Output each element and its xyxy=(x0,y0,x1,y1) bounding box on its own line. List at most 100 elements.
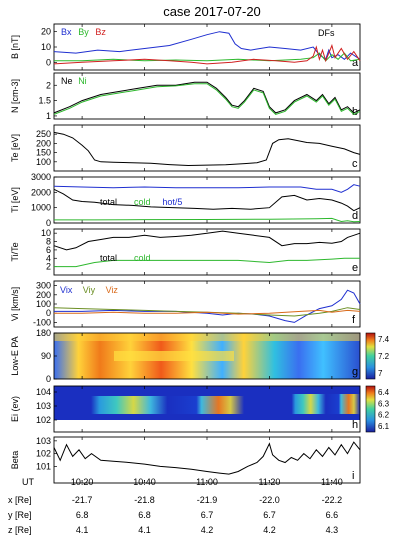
panel-b: 11.52N [cm-3] bNe Ni xyxy=(10,72,361,121)
legend-Viy: Viy xyxy=(83,285,96,295)
legend-Bx: Bx xyxy=(61,27,72,37)
panel-g: 7.4 7.2 7 0 90 180 Low-E PA g xyxy=(10,328,390,384)
x-tick-label: 10:20 xyxy=(71,477,94,487)
panel-a: 0 10 20 B [nT] a Bx By Bz DFs xyxy=(10,23,361,71)
colorbar-tick-label: 7.4 xyxy=(378,335,390,344)
annotation-dfs: DFs xyxy=(318,28,335,38)
series-a-Bz xyxy=(53,43,361,65)
y-tick-label: 100 xyxy=(36,299,51,309)
spectrogram-band-h2 xyxy=(284,394,360,414)
legend-cold: cold xyxy=(134,253,151,263)
y-tick-label: 10 xyxy=(41,228,51,238)
y-tick-label: 2 xyxy=(46,262,51,272)
panel-frame-f xyxy=(53,280,361,328)
y-tick-label: 1000 xyxy=(31,203,51,213)
ephemeris-label: z [Re] xyxy=(8,525,32,535)
colorbar-tick-label: 7 xyxy=(378,369,383,378)
y-tick-label: 8 xyxy=(46,237,51,247)
panel-d: 0 1000 2000 3000 Ti [eV] d total cold hot/5 xyxy=(10,172,361,228)
legend-hot-5: hot/5 xyxy=(162,197,182,207)
y-tick-label: 200 xyxy=(36,290,51,300)
series-a-Bx xyxy=(53,31,361,61)
y-tick-label: -100 xyxy=(33,317,51,327)
y-axis-label: Beta xyxy=(10,451,20,470)
ephemeris-value: 6.8 xyxy=(76,510,89,520)
x-tick-label: 11:40 xyxy=(321,477,343,487)
legend-Ni: Ni xyxy=(78,76,87,86)
panel-letter: e xyxy=(352,262,358,274)
x-tick-label: 11:20 xyxy=(259,477,281,487)
y-tick-label: 4 xyxy=(46,253,51,263)
y-tick-label: 200 xyxy=(36,138,51,148)
y-tick-label: 2 xyxy=(46,80,51,90)
y-tick-label: 0 xyxy=(46,374,51,384)
ephemeris-value: -22.0 xyxy=(259,495,280,505)
y-tick-label: 102 xyxy=(36,415,51,425)
series-f-Vix xyxy=(54,289,361,323)
series-d-cold xyxy=(54,217,361,223)
ephemeris-value: 4.2 xyxy=(201,525,214,535)
y-tick-label: 0 xyxy=(46,57,51,67)
series-b-Ni xyxy=(53,83,361,116)
ephemeris-value: 6.8 xyxy=(138,510,151,520)
y-tick-label: 2000 xyxy=(31,187,51,197)
colorbar-tick-label: 6.4 xyxy=(378,388,390,397)
y-tick-label: 102 xyxy=(36,449,51,459)
panel-letter: c xyxy=(352,158,358,170)
spectrogram-band-h xyxy=(74,396,244,414)
y-tick-label: 10 xyxy=(41,42,51,52)
panel-frame-c xyxy=(53,124,361,172)
y-tick-label: 104 xyxy=(36,387,51,397)
y-tick-label: 300 xyxy=(36,281,51,291)
y-tick-label: 1 xyxy=(46,111,51,121)
spectrogram-mid-g xyxy=(114,351,234,361)
ephemeris-value: -21.8 xyxy=(134,495,155,505)
y-tick-label: 180 xyxy=(36,328,51,338)
ephemeris-value: 4.2 xyxy=(263,525,276,535)
series-e-total xyxy=(53,230,361,251)
series-d-hot-5 xyxy=(53,184,361,193)
series-c-Te xyxy=(53,131,361,167)
legend-Ne: Ne xyxy=(61,76,73,86)
y-tick-label: 20 xyxy=(41,27,51,37)
legend-cold: cold xyxy=(134,197,151,207)
y-tick-label: 103 xyxy=(36,401,51,411)
series-i-Beta xyxy=(53,441,361,475)
spectrogram-top-g xyxy=(54,333,360,341)
ephemeris-value: 4.3 xyxy=(326,525,339,535)
ephemeris-value: 6.7 xyxy=(263,510,276,520)
series-f-Viy xyxy=(53,307,361,317)
colorbar-tick-label: 6.1 xyxy=(378,422,390,431)
y-axis-label: Vi [km/s] xyxy=(10,287,20,321)
y-axis-label: B [nT] xyxy=(10,35,20,59)
y-tick-label: 100 xyxy=(36,157,51,167)
panel-letter: a xyxy=(352,57,359,69)
colorbar-g xyxy=(365,332,376,380)
ephemeris-value: 4.1 xyxy=(138,525,151,535)
y-tick-label: 0 xyxy=(46,308,51,318)
y-axis-label: Low-E PA xyxy=(10,336,20,375)
y-axis-label: Ti/Te xyxy=(10,242,20,261)
y-axis-label: Te [eV] xyxy=(10,134,20,162)
y-axis-label: N [cm-3] xyxy=(10,79,20,113)
legend-total: total xyxy=(100,253,117,263)
legend-total: total xyxy=(100,197,117,207)
ephemeris-value: -22.2 xyxy=(322,495,343,505)
series-f-Viz xyxy=(54,309,361,315)
x-tick-label: 11:00 xyxy=(196,477,218,487)
panel-letter: g xyxy=(352,366,358,378)
panel-letter: i xyxy=(352,470,354,482)
panel-h: 6.4 6.3 6.2 6.1 104 103 102 Ei (ev) h xyxy=(10,385,390,433)
y-tick-label: 90 xyxy=(41,351,51,361)
ephemeris-value: -21.7 xyxy=(72,495,93,505)
time-axis: UT 10:20 10:40 11:00 11:20 11:40 x [Re] -21.7 -2… xyxy=(8,477,343,535)
series-d-total xyxy=(53,188,361,212)
y-tick-label: 101 xyxy=(36,461,51,471)
y-tick-label: 1.5 xyxy=(38,96,51,106)
panel-frame-e xyxy=(53,228,361,276)
figure-title: case 2017-07-20 xyxy=(163,4,261,19)
legend-Viz: Viz xyxy=(106,285,119,295)
